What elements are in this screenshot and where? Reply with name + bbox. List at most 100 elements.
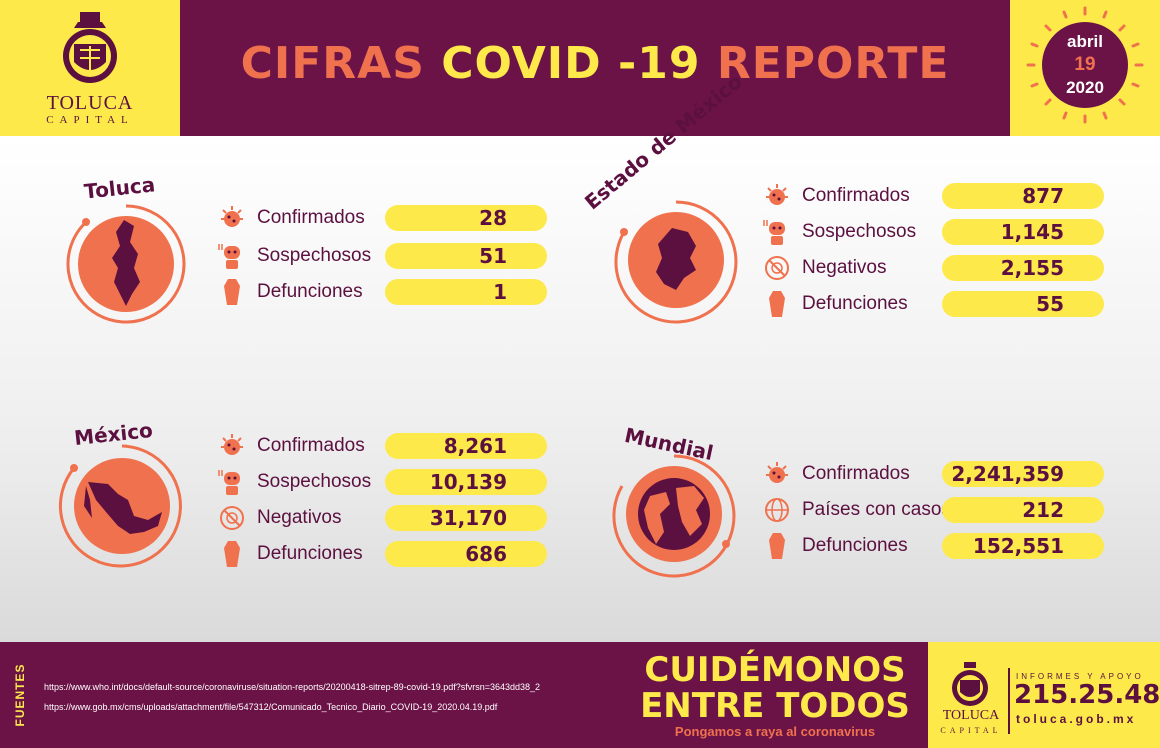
value-pill: 51 — [385, 243, 547, 269]
row-label: Defunciones — [257, 281, 363, 302]
divider — [1008, 668, 1010, 734]
toluca-crest-icon — [952, 662, 988, 706]
title-part-reporte: REPORTE — [716, 38, 950, 89]
slogan: CUIDÉMONOS ENTRE TODOS — [640, 652, 910, 724]
value-pill: 1 — [385, 279, 547, 305]
title-band: CIFRAS COVID -19 REPORTE — [180, 0, 1010, 136]
value-pill: 1,145 — [942, 219, 1104, 245]
row-label: Sospechosos — [257, 471, 372, 492]
row-value: 8,261 — [443, 434, 507, 458]
row-label: Sospechosos — [257, 245, 372, 266]
row-label: Negativos — [802, 257, 887, 278]
fuentes-text: FUENTES — [13, 663, 27, 727]
row-label: Defunciones — [802, 535, 908, 556]
row-value: 212 — [1022, 498, 1064, 522]
title-part-covid: COVID -19 — [441, 38, 701, 89]
sick-person-icon — [218, 470, 240, 495]
row-value: 55 — [1036, 292, 1064, 316]
source-link-gob[interactable]: https://www.gob.mx/cms/uploads/attachmen… — [44, 702, 498, 712]
contact-phone[interactable]: 215.25.48 — [1014, 680, 1160, 710]
virus-icon — [221, 206, 243, 227]
row-value: 51 — [479, 244, 507, 268]
region-title-toluca: Toluca — [82, 172, 157, 204]
estado-row-defunciones: Defunciones 55 — [762, 290, 1104, 318]
row-label: Defunciones — [257, 543, 363, 564]
value-pill: 212 — [942, 497, 1104, 523]
row-label: Sospechosos — [802, 221, 917, 242]
sun-rays-icon — [1026, 6, 1144, 124]
coffin-icon — [769, 291, 785, 317]
estado-row-confirmados: Confirmados 877 — [762, 182, 1104, 210]
row-label: Países con casos — [802, 499, 951, 520]
toluca-row-confirmados: Confirmados 28 — [217, 204, 547, 232]
page-title: CIFRAS COVID -19 REPORTE — [180, 38, 1010, 89]
virus-icon — [221, 434, 243, 455]
coffin-icon — [224, 541, 240, 567]
date-box: abril 19 2020 — [1010, 0, 1160, 136]
globe-emblem — [612, 454, 736, 578]
date-day: 19 — [1074, 54, 1096, 75]
mexico-row-confirmados: Confirmados 8,261 — [217, 432, 547, 460]
toluca-map-emblem — [66, 204, 186, 324]
virus-icon — [766, 462, 788, 483]
coffin-icon — [224, 279, 240, 305]
crossed-virus-icon — [220, 506, 244, 530]
sick-person-icon — [763, 220, 785, 245]
contact-label: INFORMES Y APOYO — [1016, 672, 1144, 681]
contact-box: TOLUCA CAPITAL INFORMES Y APOYO 215.25.4… — [928, 642, 1160, 748]
value-pill: 686 — [385, 541, 547, 567]
row-value: 2,155 — [1000, 256, 1064, 280]
row-value: 877 — [1022, 184, 1064, 208]
panel-toluca: Toluca Confirmados 28 — [0, 136, 580, 386]
contact-logo-subtitle: CAPITAL — [940, 726, 1002, 735]
row-label: Negativos — [257, 507, 342, 528]
row-value: 28 — [479, 206, 507, 230]
estado-row-sospechosos: Sospechosos 1,145 — [762, 218, 1104, 246]
source-link-who[interactable]: https://www.who.int/docs/default-source/… — [44, 682, 541, 692]
footer: FUENTES https://www.who.int/docs/default… — [0, 642, 1160, 748]
globe-icon — [765, 498, 789, 522]
estado-map-emblem — [614, 200, 738, 324]
row-label: Confirmados — [802, 463, 910, 484]
toluca-crest-icon — [63, 12, 117, 83]
value-pill: 2,241,359 — [942, 461, 1104, 487]
date-year: 2020 — [1066, 78, 1104, 97]
toluca-row-defunciones: Defunciones 1 — [217, 278, 547, 306]
panel-mundial: Mundial Confirmados 2,241,359 — [580, 392, 1160, 642]
contact-logo-name: TOLUCA — [942, 708, 1000, 723]
value-pill: 152,551 — [942, 533, 1104, 559]
mexico-row-sospechosos: Sospechosos 10,139 — [217, 468, 547, 496]
title-part-cifras: CIFRAS — [240, 38, 425, 89]
sick-person-icon — [218, 244, 240, 269]
value-pill: 8,261 — [385, 433, 547, 459]
mundial-row-defunciones: Defunciones 152,551 — [762, 532, 1104, 560]
logo-box: TOLUCA CAPITAL — [0, 0, 180, 136]
date-badge: abril 19 2020 — [1042, 22, 1128, 108]
panel-mexico: México Confirmados 8,261 — [0, 392, 580, 642]
contact-website[interactable]: toluca.gob.mx — [1016, 712, 1137, 726]
value-pill: 2,155 — [942, 255, 1104, 281]
row-value: 686 — [465, 542, 507, 566]
crossed-virus-icon — [765, 256, 789, 280]
value-pill: 10,139 — [385, 469, 547, 495]
row-value: 1,145 — [1000, 220, 1064, 244]
mexico-row-defunciones: Defunciones 686 — [217, 540, 547, 568]
main-content: Toluca Confirmados 28 — [0, 69, 1160, 642]
row-label: Confirmados — [802, 185, 910, 206]
estado-row-negativos: Negativos 2,155 — [762, 254, 1104, 282]
mundial-row-paises: Países con casos 212 — [762, 496, 1104, 524]
value-pill: 31,170 — [385, 505, 547, 531]
logo-name: TOLUCA — [46, 92, 134, 114]
slogan-line-1: CUIDÉMONOS — [644, 650, 906, 690]
row-label: Defunciones — [802, 293, 908, 314]
virus-icon — [766, 184, 788, 205]
row-value: 152,551 — [972, 534, 1064, 558]
value-pill: 55 — [942, 291, 1104, 317]
row-label: Confirmados — [257, 207, 365, 228]
mexico-map-emblem — [58, 444, 182, 568]
coffin-icon — [769, 533, 785, 559]
slogan-line-2: ENTRE TODOS — [640, 686, 910, 726]
row-value: 2,241,359 — [951, 462, 1064, 486]
mundial-row-confirmados: Confirmados 2,241,359 — [762, 460, 1104, 488]
row-label: Confirmados — [257, 435, 365, 456]
